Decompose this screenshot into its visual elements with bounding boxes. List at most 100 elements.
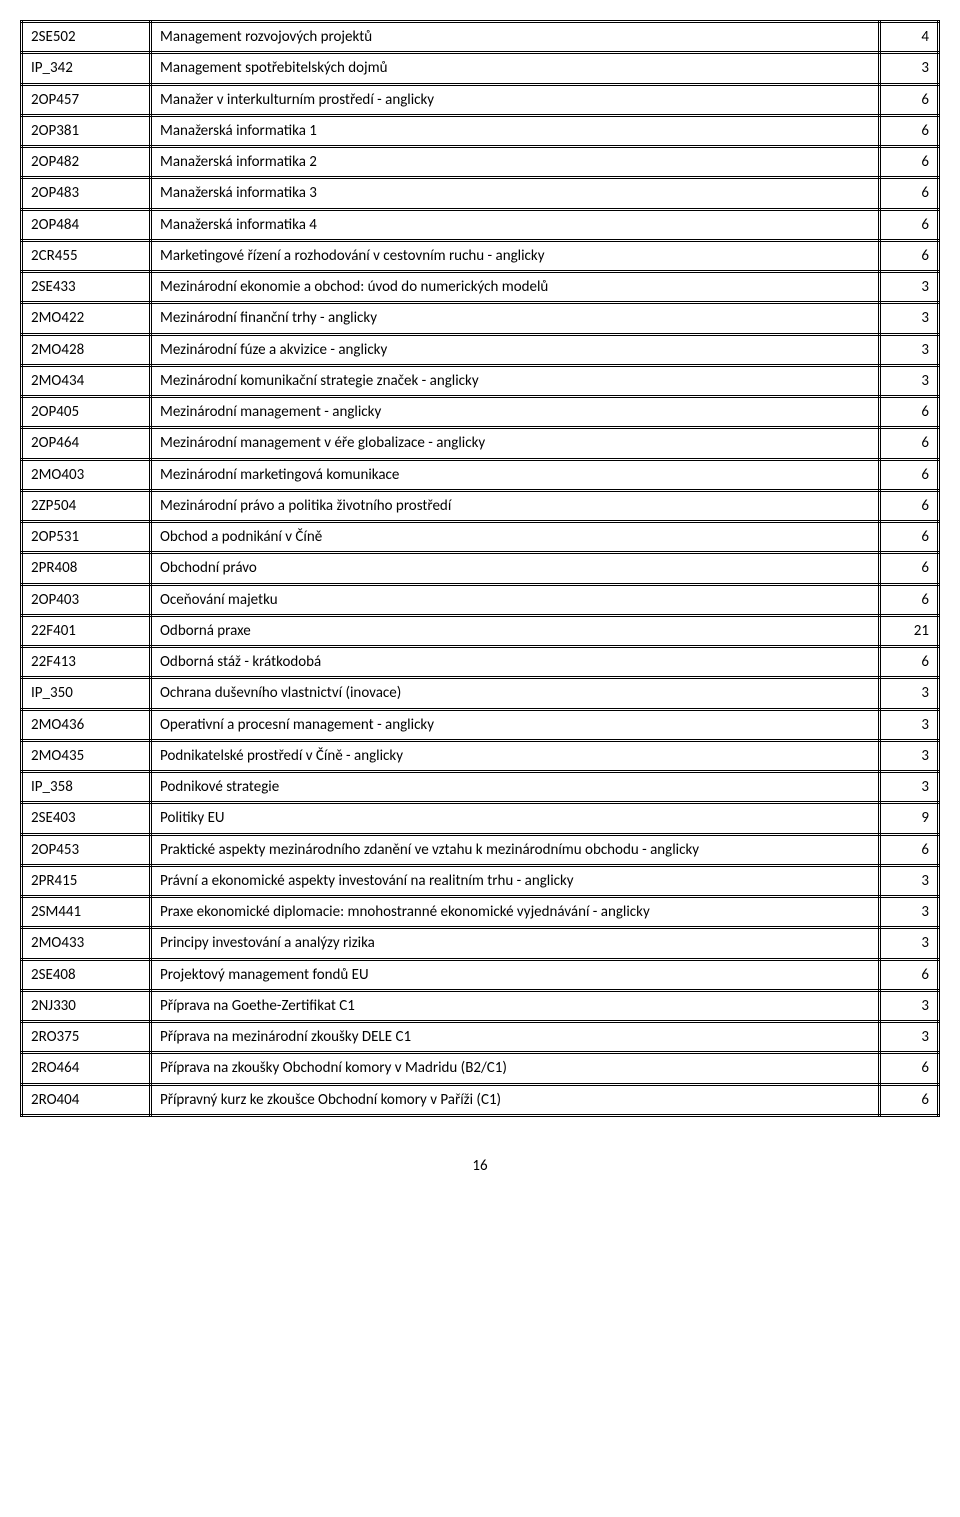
course-credits: 3: [880, 928, 939, 959]
table-row: 2OP457Manažer v interkulturním prostředí…: [22, 84, 939, 115]
course-name: Mezinárodní management v éře globalizace…: [151, 428, 880, 459]
course-credits: 6: [880, 459, 939, 490]
course-name: Manažerská informatika 3: [151, 178, 880, 209]
course-code: 2CR455: [22, 240, 151, 271]
table-row: IP_358Podnikové strategie3: [22, 772, 939, 803]
course-name: Mezinárodní management - anglicky: [151, 397, 880, 428]
course-code: 2OP483: [22, 178, 151, 209]
course-code: 2RO404: [22, 1084, 151, 1115]
table-row: 2RO464Příprava na zkoušky Obchodní komor…: [22, 1053, 939, 1084]
course-credits: 6: [880, 647, 939, 678]
table-row: 2SE433Mezinárodní ekonomie a obchod: úvo…: [22, 272, 939, 303]
courses-table: 2SE502Management rozvojových projektů4 IP…: [20, 20, 940, 1117]
course-credits: 3: [880, 53, 939, 84]
course-credits: 6: [880, 428, 939, 459]
course-name: Manažerská informatika 1: [151, 115, 880, 146]
table-row: 2RO375Příprava na mezinárodní zkoušky DE…: [22, 1022, 939, 1053]
course-credits: 3: [880, 709, 939, 740]
course-code: 2OP482: [22, 147, 151, 178]
course-code: 2MO428: [22, 334, 151, 365]
course-name: Operativní a procesní management - angli…: [151, 709, 880, 740]
course-credits: 6: [880, 959, 939, 990]
course-code: 2MO403: [22, 459, 151, 490]
course-code: 2MO435: [22, 740, 151, 771]
table-row: 2MO422Mezinárodní finanční trhy - anglic…: [22, 303, 939, 334]
course-code: 2OP531: [22, 522, 151, 553]
course-credits: 3: [880, 990, 939, 1021]
course-code: 2SE408: [22, 959, 151, 990]
table-row: 2MO436Operativní a procesní management -…: [22, 709, 939, 740]
table-row: 2OP484Manažerská informatika 46: [22, 209, 939, 240]
table-row: 2SM441Praxe ekonomické diplomacie: mnoho…: [22, 897, 939, 928]
course-code: 2OP457: [22, 84, 151, 115]
course-credits: 4: [880, 22, 939, 53]
course-credits: 6: [880, 147, 939, 178]
table-row: 2OP405Mezinárodní management - anglicky6: [22, 397, 939, 428]
course-credits: 6: [880, 84, 939, 115]
table-row: 2RO404Přípravný kurz ke zkoušce Obchodní…: [22, 1084, 939, 1115]
course-name: Podnikové strategie: [151, 772, 880, 803]
course-name: Mezinárodní ekonomie a obchod: úvod do n…: [151, 272, 880, 303]
course-name: Přípravný kurz ke zkoušce Obchodní komor…: [151, 1084, 880, 1115]
course-credits: 6: [880, 1053, 939, 1084]
course-code: 2RO464: [22, 1053, 151, 1084]
table-row: 2CR455Marketingové řízení a rozhodování …: [22, 240, 939, 271]
course-credits: 3: [880, 678, 939, 709]
course-name: Příprava na zkoušky Obchodní komory v Ma…: [151, 1053, 880, 1084]
course-code: 2OP405: [22, 397, 151, 428]
course-name: Mezinárodní finanční trhy - anglicky: [151, 303, 880, 334]
table-row: 2PR415Právní a ekonomické aspekty invest…: [22, 865, 939, 896]
table-row: 2SE502Management rozvojových projektů4: [22, 22, 939, 53]
table-row: 2OP453Praktické aspekty mezinárodního zd…: [22, 834, 939, 865]
course-name: Praktické aspekty mezinárodního zdanění …: [151, 834, 880, 865]
course-name: Principy investování a analýzy rizika: [151, 928, 880, 959]
table-row: 22F413Odborná stáž - krátkodobá6: [22, 647, 939, 678]
course-code: 2OP484: [22, 209, 151, 240]
course-credits: 6: [880, 522, 939, 553]
course-code: 2RO375: [22, 1022, 151, 1053]
course-name: Praxe ekonomické diplomacie: mnohostrann…: [151, 897, 880, 928]
course-code: 2SE502: [22, 22, 151, 53]
course-name: Manažerská informatika 2: [151, 147, 880, 178]
course-credits: 3: [880, 865, 939, 896]
page-container: 2SE502Management rozvojových projektů4 IP…: [0, 0, 960, 1195]
course-code: 22F413: [22, 647, 151, 678]
course-name: Mezinárodní právo a politika životního p…: [151, 490, 880, 521]
course-credits: 6: [880, 834, 939, 865]
course-credits: 6: [880, 178, 939, 209]
course-credits: 3: [880, 272, 939, 303]
table-row: 2SE408Projektový management fondů EU6: [22, 959, 939, 990]
table-row: 2OP482Manažerská informatika 26: [22, 147, 939, 178]
course-name: Příprava na Goethe-Zertifikat C1: [151, 990, 880, 1021]
table-row: 2SE403Politiky EU9: [22, 803, 939, 834]
table-row: IP_350Ochrana duševního vlastnictví (ino…: [22, 678, 939, 709]
course-credits: 6: [880, 209, 939, 240]
course-name: Obchodní právo: [151, 553, 880, 584]
course-name: Odborná praxe: [151, 615, 880, 646]
course-credits: 3: [880, 1022, 939, 1053]
table-row: 2OP483Manažerská informatika 36: [22, 178, 939, 209]
course-code: 2OP381: [22, 115, 151, 146]
table-row: 2OP381Manažerská informatika 16: [22, 115, 939, 146]
course-name: Mezinárodní fúze a akvizice - anglicky: [151, 334, 880, 365]
course-name: Manažerská informatika 4: [151, 209, 880, 240]
course-name: Podnikatelské prostředí v Číně - anglick…: [151, 740, 880, 771]
course-credits: 3: [880, 772, 939, 803]
table-row: 2MO433Principy investování a analýzy riz…: [22, 928, 939, 959]
course-code: 2MO434: [22, 365, 151, 396]
table-row: 22F401Odborná praxe21: [22, 615, 939, 646]
course-name: Marketingové řízení a rozhodování v cest…: [151, 240, 880, 271]
course-name: Management rozvojových projektů: [151, 22, 880, 53]
table-row: 2NJ330Příprava na Goethe-Zertifikat C13: [22, 990, 939, 1021]
course-code: 2SE403: [22, 803, 151, 834]
course-credits: 6: [880, 240, 939, 271]
course-credits: 6: [880, 490, 939, 521]
course-code: 2MO433: [22, 928, 151, 959]
course-name: Právní a ekonomické aspekty investování …: [151, 865, 880, 896]
table-row: 2MO435Podnikatelské prostředí v Číně - a…: [22, 740, 939, 771]
course-code: 2OP453: [22, 834, 151, 865]
course-credits: 9: [880, 803, 939, 834]
course-credits: 3: [880, 365, 939, 396]
course-credits: 6: [880, 584, 939, 615]
course-credits: 3: [880, 334, 939, 365]
